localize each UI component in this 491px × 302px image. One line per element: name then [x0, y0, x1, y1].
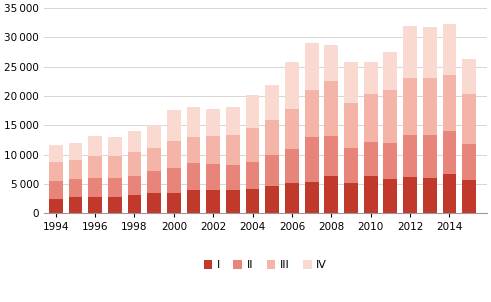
Bar [265, 120, 279, 155]
Bar [403, 79, 417, 135]
Bar [462, 143, 476, 180]
Bar [442, 131, 456, 174]
Bar [265, 155, 279, 186]
Bar [69, 160, 82, 179]
Bar [147, 148, 161, 171]
Bar [167, 141, 181, 168]
Bar [442, 75, 456, 131]
Bar [49, 145, 63, 162]
Bar [462, 59, 476, 94]
Bar [147, 193, 161, 213]
Bar [403, 177, 417, 213]
Bar [305, 137, 319, 182]
Bar [167, 193, 181, 213]
Bar [49, 181, 63, 199]
Bar [226, 107, 240, 135]
Bar [88, 198, 102, 213]
Bar [344, 102, 358, 148]
Bar [364, 62, 378, 94]
Bar [383, 90, 397, 143]
Bar [462, 94, 476, 143]
Bar [108, 156, 122, 178]
Bar [206, 109, 220, 136]
Bar [423, 135, 436, 178]
Bar [364, 94, 378, 142]
Bar [423, 27, 436, 79]
Bar [49, 162, 63, 181]
Bar [344, 148, 358, 183]
Bar [206, 136, 220, 164]
Bar [383, 179, 397, 213]
Bar [285, 109, 299, 149]
Bar [167, 110, 181, 141]
Bar [246, 189, 259, 213]
Bar [108, 178, 122, 198]
Bar [187, 190, 200, 213]
Bar [285, 62, 299, 109]
Bar [206, 164, 220, 190]
Bar [187, 163, 200, 190]
Bar [128, 176, 141, 195]
Bar [364, 142, 378, 176]
Bar [69, 143, 82, 160]
Legend: I, II, III, IV: I, II, III, IV [199, 256, 331, 275]
Bar [383, 52, 397, 90]
Bar [364, 176, 378, 213]
Bar [69, 198, 82, 213]
Bar [344, 62, 358, 102]
Bar [187, 137, 200, 163]
Bar [383, 143, 397, 179]
Bar [49, 199, 63, 213]
Bar [108, 198, 122, 213]
Bar [246, 162, 259, 189]
Bar [442, 24, 456, 75]
Bar [265, 186, 279, 213]
Bar [226, 191, 240, 213]
Bar [187, 107, 200, 137]
Bar [226, 135, 240, 165]
Bar [325, 136, 338, 176]
Bar [88, 156, 102, 178]
Bar [325, 44, 338, 82]
Bar [403, 26, 417, 79]
Bar [147, 125, 161, 148]
Bar [305, 43, 319, 90]
Bar [128, 195, 141, 213]
Bar [128, 131, 141, 152]
Bar [167, 168, 181, 193]
Bar [206, 190, 220, 213]
Bar [147, 171, 161, 193]
Bar [108, 137, 122, 156]
Bar [246, 128, 259, 162]
Bar [128, 152, 141, 176]
Bar [88, 136, 102, 156]
Bar [403, 135, 417, 177]
Bar [423, 79, 436, 135]
Bar [344, 183, 358, 213]
Bar [305, 182, 319, 213]
Bar [246, 95, 259, 128]
Bar [442, 174, 456, 213]
Bar [423, 178, 436, 213]
Bar [285, 183, 299, 213]
Bar [285, 149, 299, 183]
Bar [325, 176, 338, 213]
Bar [325, 82, 338, 136]
Bar [462, 180, 476, 213]
Bar [305, 90, 319, 137]
Bar [88, 178, 102, 198]
Bar [69, 179, 82, 198]
Bar [226, 165, 240, 191]
Bar [265, 85, 279, 120]
